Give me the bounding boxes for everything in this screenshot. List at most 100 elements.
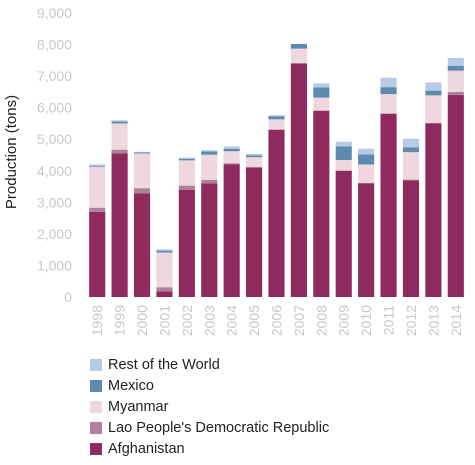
x-tick-label: 1999 [112,305,128,336]
y-tick-label: 4,000 [37,163,72,179]
y-axis-label: Production (tons) [3,95,20,209]
legend-swatch [90,422,102,434]
bar-segment-lao-people-s-democratic-republic-2011 [380,113,396,114]
y-tick-label: 8,000 [37,37,72,53]
bar-segment-lao-people-s-democratic-republic-2002 [179,186,195,190]
bar-segment-rest-of-the-world-2004 [224,146,240,149]
y-tick-label: 9,000 [37,5,72,21]
bar-segment-afghanistan-2007 [291,63,307,297]
bar-segment-mexico-2002 [179,159,195,161]
legend-item: Mexico [90,375,329,396]
legend: Rest of the World Mexico Myanmar Lao People… [90,354,329,459]
legend-label: Afghanistan [108,441,185,457]
bar-segment-rest-of-the-world-1998 [89,164,105,165]
bar-segment-lao-people-s-democratic-republic-2010 [358,183,374,184]
y-tick-label: 2,000 [37,226,72,242]
bar-segment-afghanistan-1998 [89,212,105,297]
legend-item: Afghanistan [90,438,329,459]
y-tick-label: 6,000 [37,100,72,116]
legend-swatch [90,401,102,413]
bar-segment-afghanistan-2003 [201,183,217,297]
bar-segment-rest-of-the-world-2014 [448,58,464,66]
bar-segment-mexico-2004 [224,149,240,151]
bar-segment-afghanistan-2013 [425,123,441,297]
x-tick-label: 2002 [179,305,195,336]
bar-segment-rest-of-the-world-2006 [268,115,284,116]
x-tick-label: 2012 [403,305,419,336]
bar-segment-myanmar-2008 [313,98,329,111]
bar-segment-mexico-2009 [336,146,352,160]
bar-segment-mexico-1998 [89,166,105,167]
bar-segment-mexico-2013 [425,91,441,96]
bar-segment-rest-of-the-world-2009 [336,142,352,147]
bar-segment-afghanistan-2000 [134,194,150,298]
bar-segment-mexico-2010 [358,154,374,164]
bar-segment-mexico-1999 [112,122,128,124]
bar-segment-afghanistan-2011 [380,114,396,297]
bar-segment-rest-of-the-world-2002 [179,158,195,159]
legend-item: Lao People's Democratic Republic [90,417,329,438]
x-tick-label: 2003 [201,305,217,336]
bar-segment-rest-of-the-world-2012 [403,139,419,148]
bar-segment-myanmar-2004 [224,151,240,163]
bar-segment-afghanistan-2004 [224,164,240,297]
y-tick-label: 5,000 [37,131,72,147]
x-tick-label: 2009 [336,305,352,336]
bar-segment-myanmar-2003 [201,155,217,180]
bar-segment-lao-people-s-democratic-republic-2012 [403,180,419,181]
legend-swatch [90,443,102,455]
legend-swatch [90,359,102,371]
bar-segment-afghanistan-1999 [112,153,128,297]
x-tick-label: 2014 [448,305,464,336]
bar-segment-myanmar-2010 [358,164,374,182]
bar-segment-mexico-2003 [201,152,217,155]
x-tick-label: 2006 [269,305,285,336]
bar-segment-rest-of-the-world-2008 [313,83,329,87]
legend-swatch [90,380,102,392]
bar-segment-mexico-2001 [156,251,172,253]
bar-segment-afghanistan-2006 [268,130,284,297]
bar-segment-rest-of-the-world-2000 [134,152,150,153]
bar-segment-mexico-2007 [291,44,307,49]
bar-segment-afghanistan-2002 [179,190,195,297]
legend-label: Myanmar [108,399,168,415]
y-tick-label: 7,000 [37,68,72,84]
bar-segment-afghanistan-2005 [246,168,262,297]
bar-segment-rest-of-the-world-2013 [425,82,441,90]
y-axis-ticks: 01,0002,0003,0004,0005,0006,0007,0008,00… [37,5,72,305]
bar-segment-afghanistan-2010 [358,183,374,297]
y-tick-label: 3,000 [37,194,72,210]
bar-segment-rest-of-the-world-2003 [201,150,217,151]
y-tick-label: 0 [64,289,72,305]
x-tick-label: 2005 [246,305,262,336]
x-tick-label: 2001 [156,305,172,336]
bar-segment-myanmar-1998 [89,167,105,208]
bar-segment-mexico-2011 [380,87,396,94]
bar-segment-lao-people-s-democratic-republic-1999 [112,150,128,154]
bar-segment-lao-people-s-democratic-republic-1998 [89,208,105,212]
bar-segment-rest-of-the-world-2001 [156,249,172,250]
x-tick-label: 2011 [381,305,397,335]
bar-segment-lao-people-s-democratic-republic-2003 [201,180,217,183]
bar-segment-lao-people-s-democratic-republic-2014 [448,92,464,95]
bar-segment-mexico-2000 [134,152,150,153]
bar-segment-lao-people-s-democratic-republic-2013 [425,123,441,124]
legend-label: Lao People's Democratic Republic [108,420,329,436]
x-tick-label: 2004 [224,305,240,336]
legend-item: Rest of the World [90,354,329,375]
bar-segment-afghanistan-2012 [403,180,419,297]
bar-segment-lao-people-s-democratic-republic-2004 [224,163,240,164]
x-tick-label: 2008 [313,305,329,336]
bar-segment-afghanistan-2014 [448,95,464,297]
legend-item: Myanmar [90,396,329,417]
bar-segment-myanmar-2013 [425,95,441,122]
bar-segment-mexico-2008 [313,87,329,97]
bar-segment-afghanistan-2009 [336,171,352,297]
bar-segment-myanmar-2012 [403,152,419,179]
bar-segment-rest-of-the-world-2010 [358,149,374,155]
bar-segment-afghanistan-2001 [156,291,172,297]
bar-segment-mexico-2005 [246,155,262,157]
bar-segment-myanmar-2005 [246,157,262,167]
legend-label: Rest of the World [108,357,220,373]
